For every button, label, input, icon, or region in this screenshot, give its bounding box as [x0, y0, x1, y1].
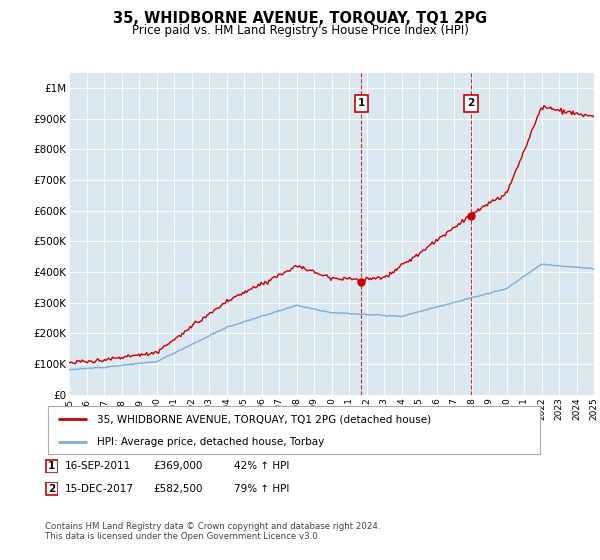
Text: Price paid vs. HM Land Registry's House Price Index (HPI): Price paid vs. HM Land Registry's House … [131, 24, 469, 36]
Text: This data is licensed under the Open Government Licence v3.0.: This data is licensed under the Open Gov… [45, 532, 320, 541]
Text: 2: 2 [467, 99, 475, 109]
Text: 1: 1 [48, 461, 55, 471]
Text: HPI: Average price, detached house, Torbay: HPI: Average price, detached house, Torb… [97, 437, 325, 447]
Text: 42% ↑ HPI: 42% ↑ HPI [234, 461, 289, 471]
Text: 16-SEP-2011: 16-SEP-2011 [65, 461, 131, 471]
Text: £369,000: £369,000 [153, 461, 202, 471]
Text: 79% ↑ HPI: 79% ↑ HPI [234, 484, 289, 493]
Text: 35, WHIDBORNE AVENUE, TORQUAY, TQ1 2PG: 35, WHIDBORNE AVENUE, TORQUAY, TQ1 2PG [113, 11, 487, 26]
Text: 1: 1 [358, 99, 365, 109]
Text: 2: 2 [48, 484, 55, 493]
Text: 15-DEC-2017: 15-DEC-2017 [65, 484, 134, 493]
Text: Contains HM Land Registry data © Crown copyright and database right 2024.: Contains HM Land Registry data © Crown c… [45, 522, 380, 531]
Text: £582,500: £582,500 [153, 484, 203, 493]
Text: 35, WHIDBORNE AVENUE, TORQUAY, TQ1 2PG (detached house): 35, WHIDBORNE AVENUE, TORQUAY, TQ1 2PG (… [97, 414, 431, 424]
